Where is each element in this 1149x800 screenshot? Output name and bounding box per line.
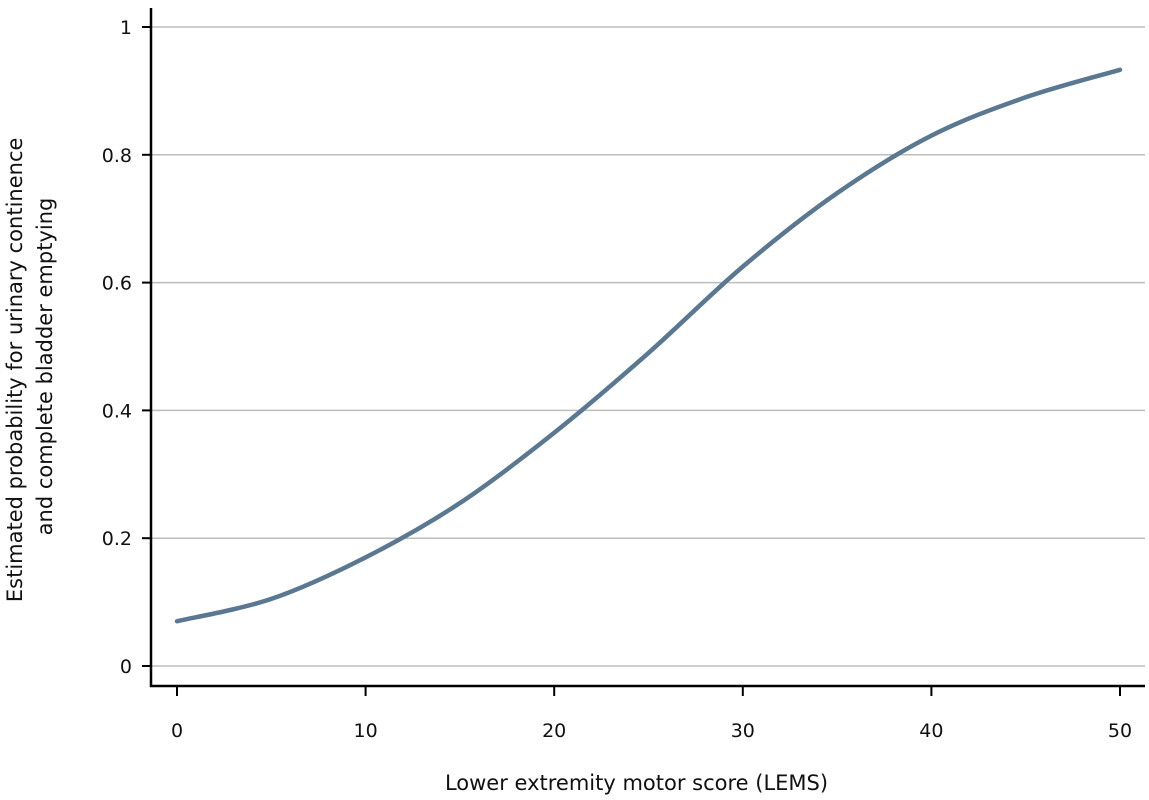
x-tick-label: 50 — [1108, 720, 1132, 742]
x-axis-title: Lower extremity motor score (LEMS) — [445, 771, 828, 795]
y-tick-label: 0.6 — [102, 273, 132, 295]
x-tick-label: 0 — [171, 720, 183, 742]
y-tick-label: 0.2 — [102, 528, 132, 550]
x-tick-label: 10 — [354, 720, 378, 742]
x-tick-label: 30 — [731, 720, 755, 742]
grid-lines — [151, 26, 1145, 667]
y-axis-title-line-2: and complete bladder emptying — [33, 198, 57, 536]
y-axis-ticks: 0 0.2 0.4 0.6 0.8 1 — [102, 17, 151, 678]
y-tick-label: 0.8 — [102, 145, 132, 167]
x-tick-label: 20 — [542, 720, 566, 742]
series — [174, 67, 1123, 624]
x-tick-label: 40 — [919, 720, 943, 742]
y-tick-label: 0 — [120, 656, 132, 678]
y-axis-title-line-1: Estimated probability for urinary contin… — [3, 138, 27, 603]
axes — [149, 8, 1145, 688]
y-axis-title: Estimated probability for urinary contin… — [3, 131, 57, 602]
y-tick-label: 0.4 — [102, 400, 132, 422]
y-tick-label: 1 — [120, 17, 132, 39]
x-axis-ticks: 0 10 20 30 40 50 — [171, 686, 1132, 742]
series-line-probability — [174, 67, 1123, 624]
